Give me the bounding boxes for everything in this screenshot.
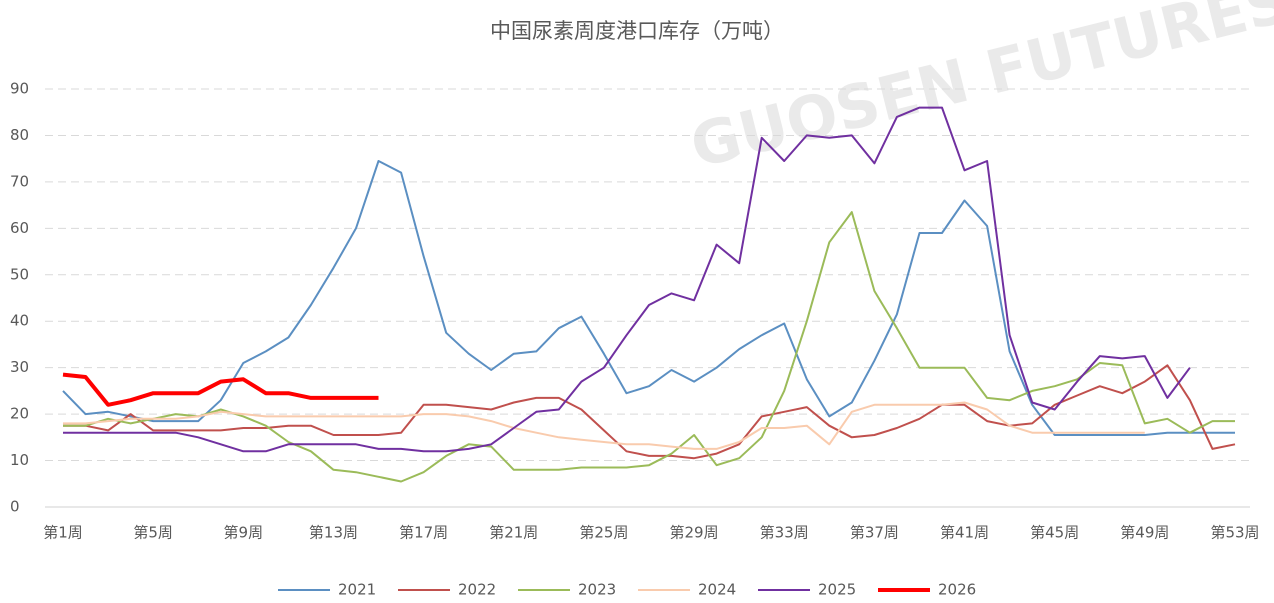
x-tick-label: 第17周 xyxy=(399,524,448,542)
x-tick-label: 第33周 xyxy=(760,524,809,542)
y-tick-label: 20 xyxy=(10,405,29,423)
x-tick-label: 第5周 xyxy=(133,524,173,542)
series-line xyxy=(62,372,379,407)
series-line xyxy=(63,364,1236,460)
legend-label: 2023 xyxy=(578,581,616,599)
x-tick-label: 第21周 xyxy=(489,524,538,542)
y-tick-label: 90 xyxy=(10,80,29,98)
y-tick-label: 0 xyxy=(10,498,20,516)
series-line xyxy=(63,211,1235,483)
series-line xyxy=(63,401,1145,450)
series-line xyxy=(63,106,1191,453)
x-tick-label: 第29周 xyxy=(670,524,719,542)
legend-label: 2026 xyxy=(938,581,976,599)
x-tick-label: 第53周 xyxy=(1210,524,1259,542)
y-tick-label: 80 xyxy=(10,126,29,144)
legend-label: 2024 xyxy=(698,581,736,599)
x-tick-label: 第49周 xyxy=(1120,524,1169,542)
x-tick-label: 第13周 xyxy=(309,524,358,542)
legend-label: 2025 xyxy=(818,581,856,599)
x-tick-label: 第37周 xyxy=(850,524,899,542)
legend-label: 2021 xyxy=(338,581,376,599)
y-tick-label: 70 xyxy=(10,172,29,190)
y-tick-label: 40 xyxy=(10,312,29,330)
x-tick-label: 第45周 xyxy=(1030,524,1079,542)
legend-label: 2022 xyxy=(458,581,496,599)
series-line xyxy=(62,160,1235,436)
y-tick-label: 30 xyxy=(10,358,29,376)
x-tick-label: 第9周 xyxy=(224,524,264,542)
x-tick-label: 第25周 xyxy=(579,524,628,542)
y-tick-label: 50 xyxy=(10,265,29,283)
chart-title: 中国尿素周度港口库存（万吨） xyxy=(490,19,784,43)
y-tick-label: 10 xyxy=(10,451,29,469)
y-tick-label: 60 xyxy=(10,219,29,237)
x-tick-label: 第1周 xyxy=(43,524,83,542)
x-tick-label: 第41周 xyxy=(940,524,989,542)
